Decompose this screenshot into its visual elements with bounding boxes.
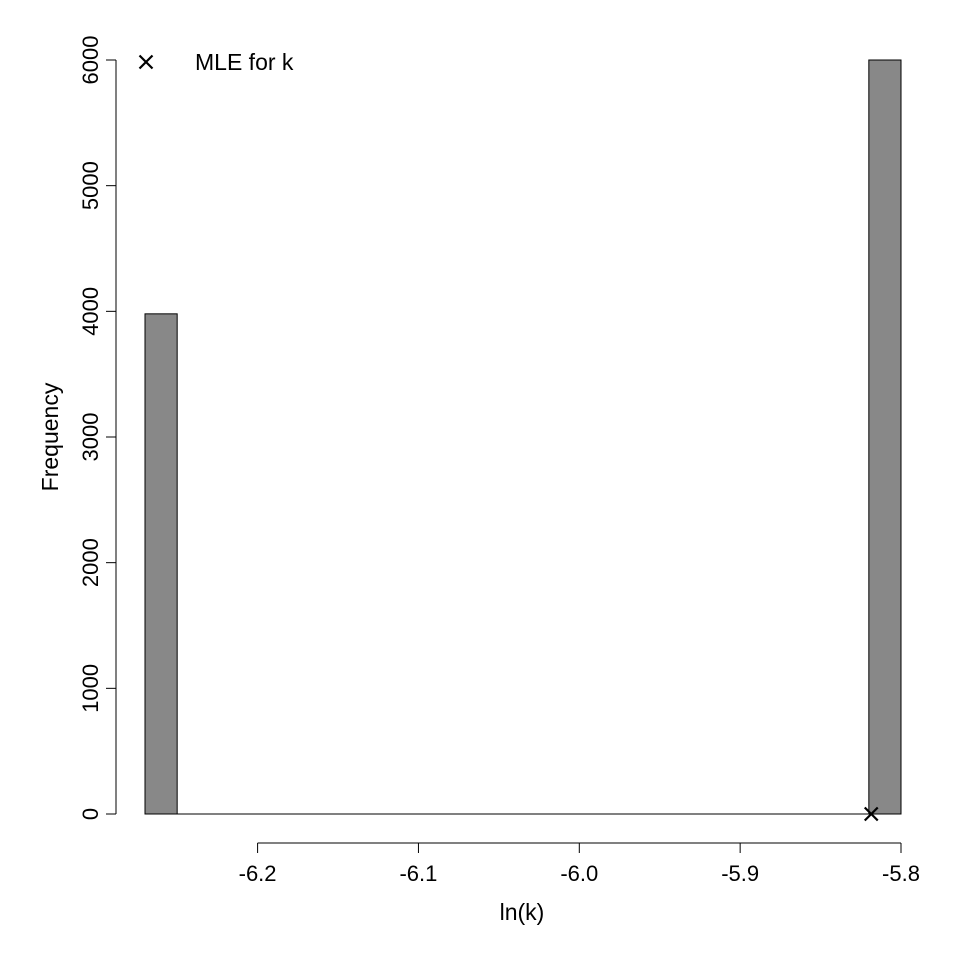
mle-point-marker: [863, 806, 879, 822]
y-tick-label: 5000: [78, 161, 103, 210]
x-axis-title: ln(k): [500, 899, 545, 925]
x-tick-label: -6.2: [239, 861, 277, 886]
x-tick-label: -5.8: [882, 861, 920, 886]
x-tick-label: -6.0: [560, 861, 598, 886]
y-tick-label: 4000: [78, 287, 103, 336]
y-tick-label: 1000: [78, 664, 103, 713]
x-tick-label: -5.9: [721, 861, 759, 886]
legend-label: MLE for k: [195, 49, 294, 75]
y-tick-label: 3000: [78, 413, 103, 462]
y-tick-label: 6000: [78, 36, 103, 85]
x-tick-label: -6.1: [399, 861, 437, 886]
histogram-bar-1: [144, 313, 178, 815]
y-axis: 0 1000 2000 3000 4000 5000 6000: [78, 36, 117, 820]
mle-points: [863, 806, 879, 822]
histogram-bar-2: [868, 59, 902, 815]
y-tick-label: 2000: [78, 538, 103, 587]
y-tick-label: 0: [78, 808, 103, 820]
legend: MLE for k: [138, 49, 294, 75]
legend-cross-marker: [138, 54, 154, 70]
histogram-bars: [144, 59, 902, 815]
x-axis: -6.2 -6.1 -6.0 -5.9 -5.8: [239, 842, 920, 886]
y-axis-title: Frequency: [37, 382, 63, 491]
